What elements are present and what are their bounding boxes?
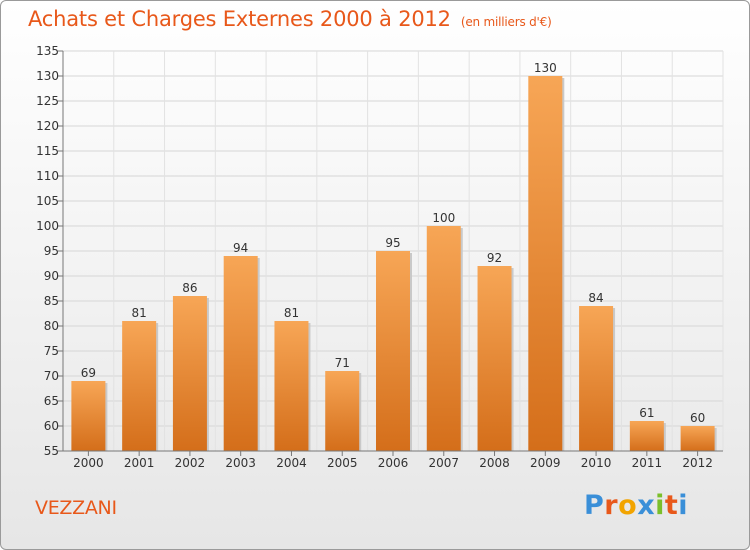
- commune-name: VEZZANI: [35, 497, 117, 519]
- bar-2005: [325, 371, 360, 451]
- bar-2012: [680, 426, 715, 451]
- logo-letter: i: [678, 490, 689, 521]
- y-tick-label: 80: [44, 319, 59, 333]
- y-tick-label: 65: [44, 394, 59, 408]
- x-tick-label: 2000: [73, 456, 104, 470]
- x-axis: 2000 2001 2002 2003 2004 2005 2006 2007 2008 2009…: [63, 450, 723, 470]
- x-tick-label: 2009: [530, 456, 561, 470]
- bar-2009: [528, 76, 563, 451]
- y-tick-label: 120: [36, 119, 59, 133]
- logo-letter: r: [604, 490, 619, 521]
- chart-unit: (en milliers d'€): [460, 15, 552, 29]
- y-tick-label: 105: [36, 194, 59, 208]
- chart-title: Achats et Charges Externes 2000 à 2012 (e…: [28, 7, 552, 31]
- x-tick-label: 2011: [632, 456, 663, 470]
- bar-value-label: 100: [432, 211, 455, 225]
- bar-value-label: 92: [487, 251, 502, 265]
- x-tick-label: 2010: [581, 456, 612, 470]
- x-tick-label: 2004: [276, 456, 307, 470]
- y-tick-label: 85: [44, 294, 59, 308]
- x-tick-label: 2008: [479, 456, 510, 470]
- bar-2002: [172, 296, 207, 451]
- bar-2010: [579, 306, 614, 451]
- y-tick-label: 110: [36, 169, 59, 183]
- x-tick-label: 2006: [378, 456, 409, 470]
- bars: 69 81 86 94 81 71 95 100 92 130 84 61 60: [71, 61, 717, 451]
- y-tick-label: 75: [44, 344, 59, 358]
- bar-value-label: 86: [182, 281, 197, 295]
- bar-value-label: 69: [81, 366, 96, 380]
- y-tick-label: 70: [44, 369, 59, 383]
- y-tick-label: 100: [36, 219, 59, 233]
- logo-letter: x: [637, 490, 656, 521]
- x-tick-label: 2007: [428, 456, 459, 470]
- bar-2001: [122, 321, 157, 451]
- bar-value-label: 130: [534, 61, 557, 75]
- bar-2008: [477, 266, 512, 451]
- bar-2007: [426, 226, 461, 451]
- bar-2011: [629, 421, 664, 451]
- bar-2004: [274, 321, 309, 451]
- y-tick-label: 55: [44, 444, 59, 458]
- x-tick-label: 2012: [682, 456, 713, 470]
- bar-value-label: 81: [132, 306, 147, 320]
- x-tick-label: 2001: [124, 456, 155, 470]
- y-tick-label: 60: [44, 419, 59, 433]
- bar-value-label: 84: [588, 291, 603, 305]
- y-tick-label: 135: [36, 44, 59, 58]
- bar-2006: [376, 251, 410, 451]
- y-tick-label: 115: [36, 144, 59, 158]
- bar-value-label: 71: [335, 356, 350, 370]
- y-tick-label: 130: [36, 69, 59, 83]
- bar-value-label: 95: [385, 236, 400, 250]
- y-tick-label: 90: [44, 269, 59, 283]
- bar-2000: [71, 381, 106, 451]
- x-tick-label: 2005: [327, 456, 358, 470]
- logo-letter: o: [618, 490, 638, 521]
- bar-2003: [223, 256, 258, 451]
- bar-value-label: 81: [284, 306, 299, 320]
- y-tick-label: 125: [36, 94, 59, 108]
- bar-value-label: 94: [233, 241, 248, 255]
- logo-letter: t: [664, 490, 679, 521]
- logo-letter: i: [655, 490, 665, 521]
- bar-value-label: 60: [690, 411, 705, 425]
- x-tick-label: 2002: [175, 456, 206, 470]
- y-axis: 55 60 65 70 75 80 85 90 95 100 105 110 115 120 125 130 1…: [36, 44, 64, 458]
- proxiti-logo: Proxiti: [584, 490, 688, 521]
- x-tick-label: 2003: [225, 456, 256, 470]
- y-tick-label: 95: [44, 244, 59, 258]
- logo-letter: P: [584, 490, 605, 521]
- chart-title-text: Achats et Charges Externes 2000 à 2012: [28, 7, 451, 31]
- bar-value-label: 61: [639, 406, 654, 420]
